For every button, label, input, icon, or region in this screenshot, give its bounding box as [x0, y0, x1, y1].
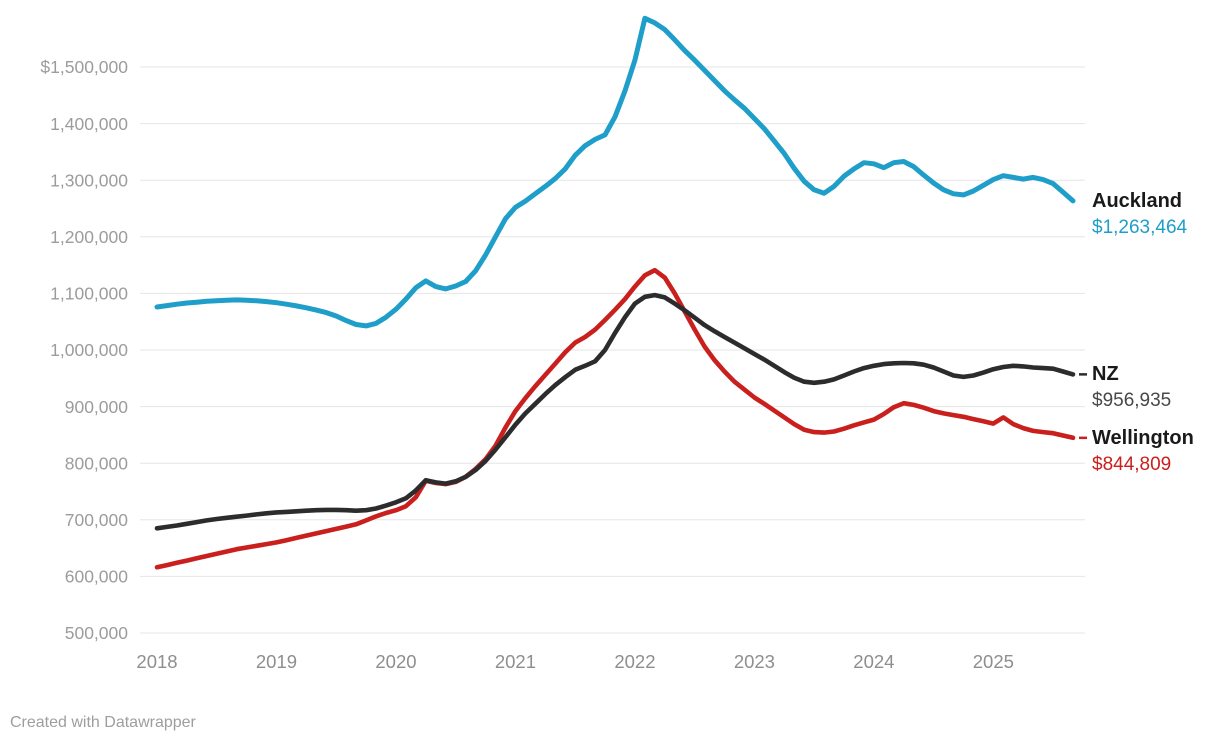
y-tick-label: 700,000 — [65, 510, 129, 530]
datawrapper-credit: Created with Datawrapper — [10, 714, 196, 731]
y-tick-label: 800,000 — [65, 453, 129, 473]
x-tick-label-2025: 2025 — [973, 651, 1014, 672]
x-tick-label-2018: 2018 — [136, 651, 177, 672]
y-tick-label: 1,400,000 — [50, 114, 128, 134]
y-tick-label: 900,000 — [65, 397, 129, 417]
y-tick-label: 1,200,000 — [50, 227, 128, 247]
series-label-wellington: Wellington $844,809 — [1092, 425, 1194, 479]
x-tick-label-2023: 2023 — [734, 651, 775, 672]
line-nz — [154, 292, 1076, 531]
x-tick-label-2024: 2024 — [853, 651, 894, 672]
series-value-nz: $956,935 — [1092, 390, 1172, 412]
y-tick-label: 600,000 — [65, 567, 129, 587]
series-label-auckland: Auckland $1,263,464 — [1092, 188, 1187, 242]
y-tick-label: $1,500,000 — [40, 57, 128, 77]
x-tick-label-2021: 2021 — [495, 651, 536, 672]
x-tick-label-2022: 2022 — [614, 651, 655, 672]
series-name-nz: NZ — [1092, 363, 1119, 386]
series-label-nz: NZ $956,935 — [1092, 361, 1171, 415]
y-tick-label: 500,000 — [65, 623, 129, 643]
x-tick-label-2019: 2019 — [256, 651, 297, 672]
series-value-auckland: $1,263,464 — [1092, 216, 1188, 238]
x-tick-label-2020: 2020 — [375, 651, 416, 672]
y-tick-label: 1,100,000 — [50, 284, 128, 304]
series-value-wellington: $844,809 — [1092, 453, 1172, 475]
series-name-wellington: Wellington — [1092, 426, 1194, 449]
y-tick-label: 1,300,000 — [50, 170, 128, 190]
y-tick-label: 1,000,000 — [50, 340, 128, 360]
line-auckland — [154, 15, 1076, 329]
series-name-auckland: Auckland — [1092, 189, 1183, 212]
line-wellington — [154, 267, 1076, 570]
